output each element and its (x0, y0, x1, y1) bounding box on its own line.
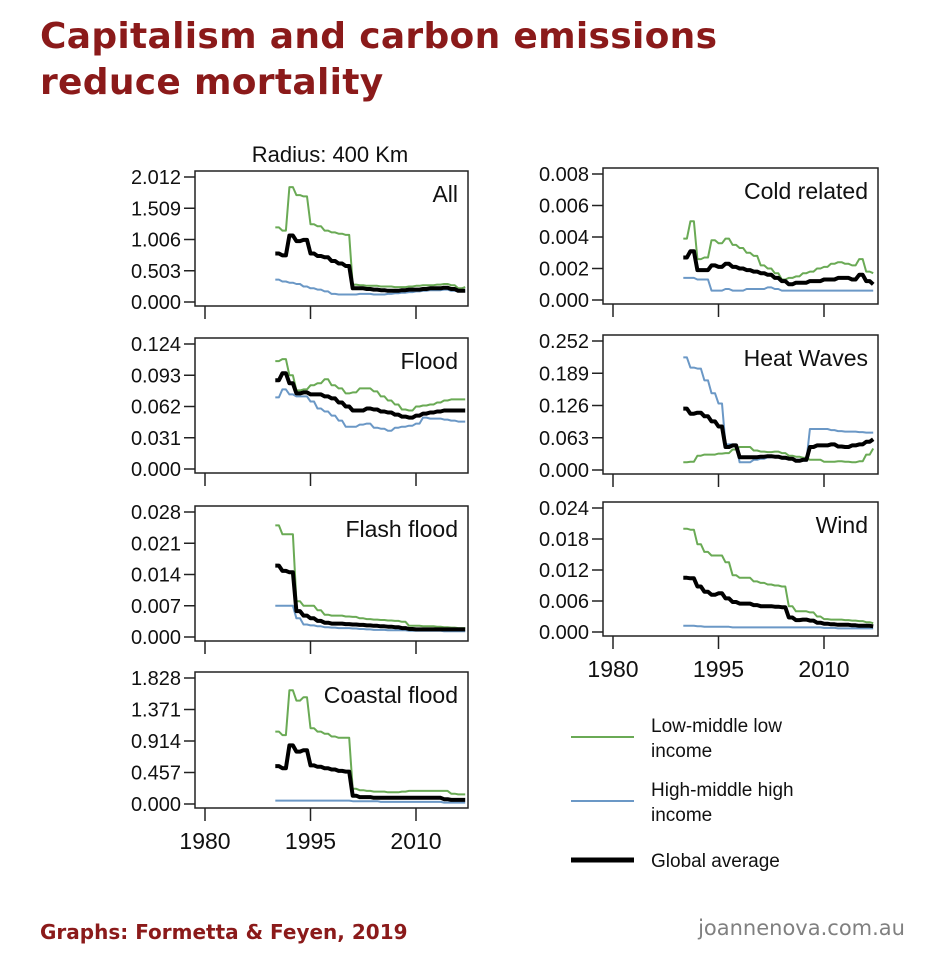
y-tick-label: 0.093 (131, 365, 181, 387)
legend-item: Global average (571, 851, 780, 872)
y-tick-label: 0.028 (131, 502, 181, 524)
series-line-global-average (683, 406, 875, 463)
y-tick-label: 0.031 (131, 428, 181, 450)
y-tick-label: 0.000 (539, 622, 589, 644)
plot-frame (602, 167, 879, 305)
panel-label: All (432, 181, 458, 207)
y-tick-label: 0.018 (539, 529, 589, 551)
y-tick-label: 0.006 (539, 196, 589, 218)
y-tick-label: 0.002 (539, 259, 589, 281)
x-tick-label: 2010 (798, 656, 849, 682)
y-tick-label: 0.914 (131, 731, 181, 753)
panel-label: Heat Waves (744, 345, 868, 371)
legend-label: Global average (651, 851, 780, 872)
legend-item: High-middle high income (571, 780, 794, 826)
legend-label: Low-middle low (651, 716, 782, 737)
y-tick-label: 0.012 (539, 560, 589, 582)
series-line-high-income (275, 388, 466, 432)
plot-frame (194, 170, 469, 307)
y-tick-label: 0.252 (539, 331, 589, 353)
title-line-2: reduce mortality (40, 62, 384, 103)
plot-frame (602, 334, 879, 475)
x-tick-label: 1980 (587, 656, 638, 682)
y-tick-label: 0.189 (539, 363, 589, 385)
y-tick-label: 0.062 (131, 397, 181, 419)
panel-all: 0.000 0.503 1.006 1.509 2.012 All (131, 167, 469, 319)
plot-frame (194, 671, 469, 809)
panel-label: Coastal flood (324, 682, 458, 708)
y-tick-label: 0.000 (131, 292, 181, 314)
y-tick-label: 0.000 (539, 290, 589, 312)
series-line-global-average (683, 575, 874, 629)
panel-cold: 0.000 0.002 0.004 0.006 0.008 Cold related (539, 164, 879, 317)
x-tick-label: 1995 (285, 828, 336, 854)
plot-frame (194, 505, 469, 642)
y-tick-label: 0.124 (131, 334, 181, 356)
series-line-global-average (275, 371, 466, 420)
legend-item: Low-middle low income (571, 716, 782, 762)
y-tick-label: 0.000 (131, 627, 181, 649)
y-tick-label: 1.006 (131, 230, 181, 252)
y-tick-label: 0.024 (539, 498, 589, 520)
series-line-global-average (275, 743, 466, 802)
panel-label: Flood (400, 348, 458, 374)
x-tick-label: 2010 (390, 828, 441, 854)
legend-label: High-middle high (651, 780, 794, 801)
series-line-low-income (683, 527, 874, 625)
series-line-low-income (275, 524, 466, 630)
series-line-global-average (683, 249, 875, 287)
y-tick-label: 0.014 (131, 565, 181, 587)
series-line-low-income (683, 220, 874, 281)
y-tick-label: 1.828 (131, 668, 181, 690)
panel-label: Cold related (744, 178, 868, 204)
legend-label: income (651, 741, 712, 762)
y-tick-label: 0.000 (539, 460, 589, 482)
legend: Low-middle low income High-middle high inco… (571, 716, 794, 872)
y-tick-label: 0.004 (539, 227, 589, 249)
x-tick-label: 1995 (693, 656, 744, 682)
x-tick-label: 1980 (179, 828, 230, 854)
series-line-high-income (683, 276, 874, 292)
y-tick-label: 0.063 (539, 428, 589, 450)
y-tick-label: 0.000 (131, 459, 181, 481)
y-tick-label: 0.000 (131, 794, 181, 816)
y-tick-label: 0.008 (539, 164, 589, 186)
panel-label: Flash flood (345, 516, 458, 542)
source-credit: Graphs: Formetta & Feyen, 2019 (40, 920, 408, 944)
panel-flash: 0.000 0.007 0.014 0.021 0.028 Flash flood (131, 502, 469, 654)
y-tick-label: 0.021 (131, 533, 181, 555)
panel-wind: 0.000 0.006 0.012 0.018 0.024 1980 1995 2010 Win… (539, 498, 879, 682)
chart-subtitle: Radius: 400 Km (252, 142, 409, 167)
panel-coastal: 0.000 0.457 0.914 1.371 1.828 1980 1995 2010 Coa… (131, 668, 469, 854)
y-tick-label: 0.503 (131, 261, 181, 283)
series-line-low-income (275, 689, 466, 796)
series-line-low-income (275, 358, 466, 412)
panel-label: Wind (816, 512, 868, 538)
legend-label: income (651, 805, 712, 826)
page-title: Capitalism and carbon emissions reduce m… (40, 14, 900, 106)
y-tick-label: 0.007 (131, 596, 181, 618)
panel-heat: 0.000 0.063 0.126 0.189 0.252 Heat Waves (539, 331, 879, 487)
y-tick-label: 2.012 (131, 167, 181, 189)
plot-frame (602, 501, 879, 637)
series-line-global-average (275, 563, 466, 632)
plot-frame (194, 337, 469, 474)
y-tick-label: 0.457 (131, 763, 181, 785)
series-line-high-income (275, 799, 466, 804)
y-tick-label: 1.509 (131, 198, 181, 220)
y-tick-label: 0.126 (539, 396, 589, 418)
panel-flood: 0.000 0.031 0.062 0.093 0.124 Flood (131, 334, 469, 486)
series-line-global-average (275, 233, 466, 293)
title-line-1: Capitalism and carbon emissions (40, 16, 718, 57)
y-tick-label: 0.006 (539, 591, 589, 613)
series-line-high-income (683, 624, 874, 630)
series-line-low-income (275, 186, 466, 290)
y-tick-label: 1.371 (131, 700, 181, 722)
site-watermark: joannenova.com.au (698, 916, 905, 940)
series-line-low-income (683, 446, 875, 464)
